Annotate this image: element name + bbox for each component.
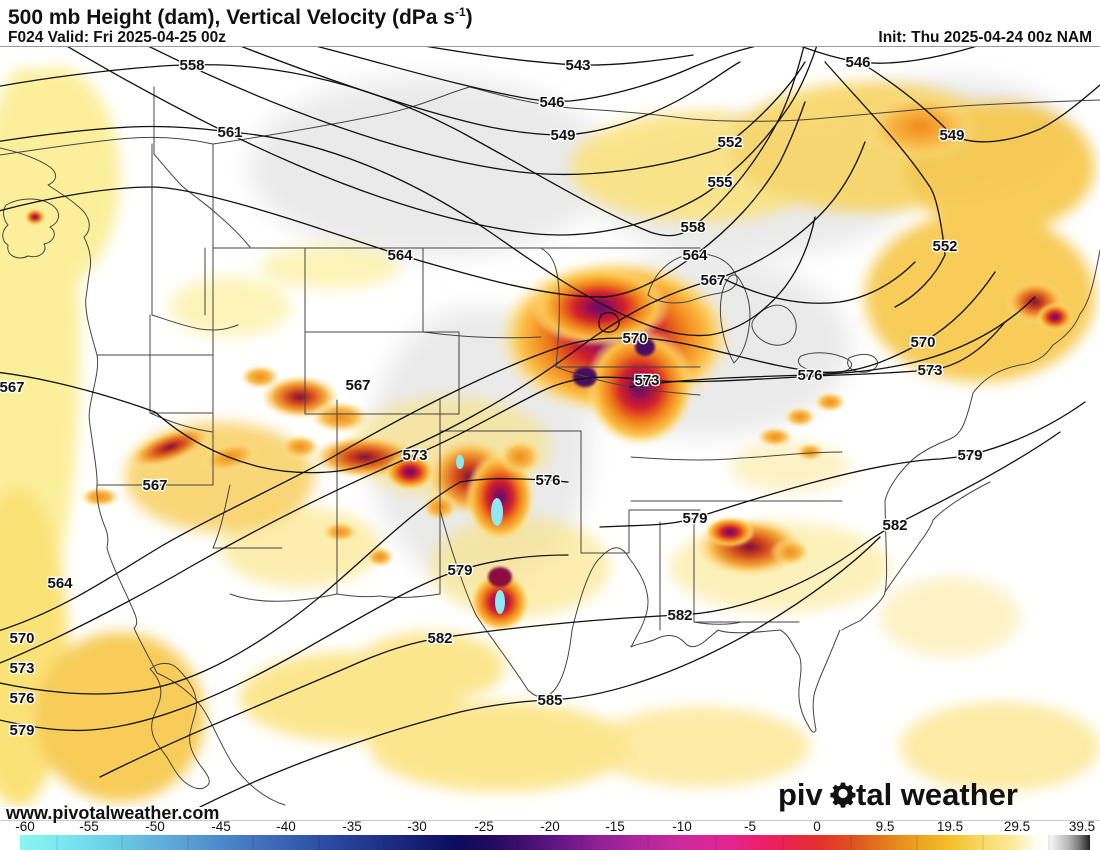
svg-text:579: 579 <box>447 562 472 579</box>
svg-text:-10: -10 <box>672 820 692 834</box>
svg-text:567: 567 <box>0 379 25 396</box>
svg-text:558: 558 <box>680 219 705 236</box>
svg-text:576: 576 <box>9 690 34 707</box>
svg-text:549: 549 <box>550 127 575 144</box>
svg-text:564: 564 <box>387 247 413 264</box>
svg-text:19.5: 19.5 <box>937 820 963 834</box>
svg-text:piv: piv <box>778 778 824 812</box>
svg-text:567: 567 <box>700 272 725 289</box>
svg-text:570: 570 <box>622 330 647 347</box>
svg-text:555: 555 <box>707 174 732 191</box>
svg-text:579: 579 <box>9 722 34 739</box>
svg-text:576: 576 <box>797 367 822 384</box>
svg-text:546: 546 <box>845 54 870 71</box>
svg-text:573: 573 <box>9 660 34 677</box>
svg-text:0: 0 <box>813 820 821 834</box>
svg-text:543: 543 <box>565 57 590 74</box>
svg-text:561: 561 <box>217 124 242 141</box>
svg-text:-15: -15 <box>605 820 625 834</box>
svg-text:573: 573 <box>402 447 427 464</box>
svg-text:576: 576 <box>535 472 560 489</box>
svg-text:558: 558 <box>179 57 204 74</box>
svg-text:546: 546 <box>539 94 564 111</box>
svg-text:582: 582 <box>882 517 907 534</box>
svg-text:564: 564 <box>682 247 708 264</box>
svg-text:552: 552 <box>717 134 742 151</box>
svg-text:570: 570 <box>910 334 935 351</box>
svg-text:579: 579 <box>957 447 982 464</box>
svg-text:573: 573 <box>917 362 942 379</box>
svg-text:582: 582 <box>667 607 692 624</box>
svg-text:552: 552 <box>932 238 957 255</box>
svg-text:-20: -20 <box>540 820 560 834</box>
svg-text:579: 579 <box>682 510 707 527</box>
svg-text:567: 567 <box>142 477 167 494</box>
svg-text:9.5: 9.5 <box>876 820 895 834</box>
svg-text:-35: -35 <box>342 820 362 834</box>
svg-text:549: 549 <box>939 127 964 144</box>
svg-text:573: 573 <box>634 372 659 389</box>
svg-text:585: 585 <box>537 692 562 709</box>
svg-text:567: 567 <box>345 377 370 394</box>
svg-text:564: 564 <box>47 575 73 592</box>
svg-text:-30: -30 <box>407 820 427 834</box>
svg-text:570: 570 <box>9 630 34 647</box>
svg-text:-25: -25 <box>474 820 494 834</box>
svg-text:39.5: 39.5 <box>1069 820 1095 834</box>
svg-text:-40: -40 <box>276 820 296 834</box>
svg-text:tal weather: tal weather <box>856 778 1018 812</box>
svg-text:-5: -5 <box>744 820 756 834</box>
svg-text:29.5: 29.5 <box>1004 820 1030 834</box>
svg-text:582: 582 <box>427 630 452 647</box>
